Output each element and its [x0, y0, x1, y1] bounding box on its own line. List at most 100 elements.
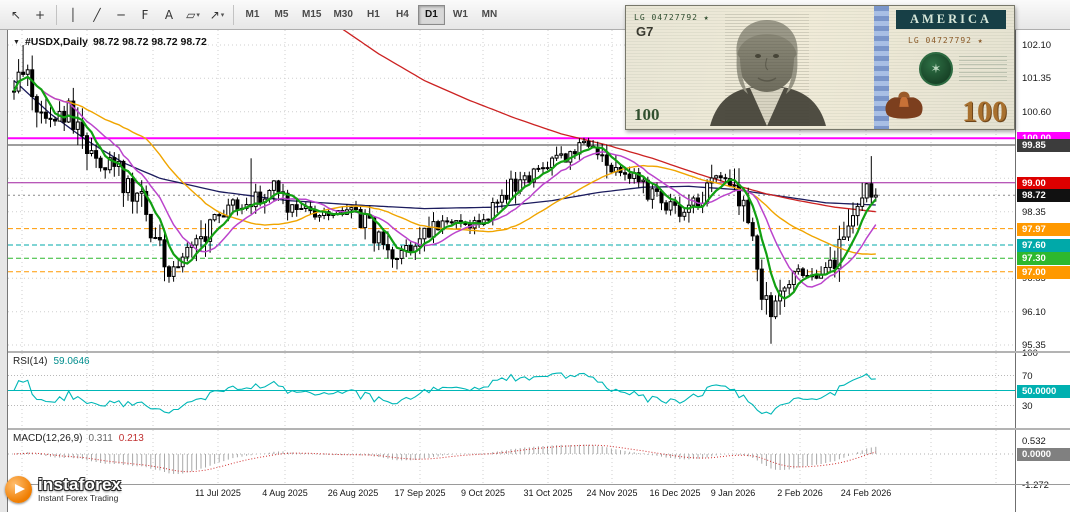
- date-label: 9 Jan 2026: [710, 488, 756, 498]
- price-tick: 100.60: [1022, 106, 1052, 118]
- date-label: 2 Feb 2026: [777, 488, 823, 498]
- rsi-name: RSI(14): [13, 356, 48, 367]
- panel-divider[interactable]: [8, 351, 1070, 353]
- tool-arrows-button[interactable]: ↗ ▾: [205, 4, 229, 26]
- crosshair-icon: +: [34, 7, 46, 22]
- ma-red-line: [342, 30, 876, 213]
- price-badge: 98.72: [1017, 189, 1070, 203]
- cursor-icon: ↖: [10, 7, 22, 22]
- price-tick: 102.10: [1022, 40, 1052, 51]
- watermark-text-block: instaforex Instant Forex Trading: [38, 474, 122, 503]
- toolbar-separator: [233, 4, 234, 25]
- timeframe-mn-button[interactable]: MN: [481, 9, 498, 20]
- tool-crosshair-button[interactable]: +: [28, 4, 52, 26]
- instaforex-watermark: instaforex Instant Forex Trading: [5, 476, 121, 503]
- price-badge: 97.60: [1017, 238, 1070, 252]
- watermark-tagline: Instant Forex Trading: [38, 492, 119, 503]
- date-label: 26 Aug 2025: [327, 488, 379, 498]
- text-icon: A: [164, 7, 174, 22]
- one-click-trading-icon[interactable]: ▼: [13, 38, 20, 46]
- watermark-brand: instaforex: [38, 474, 122, 494]
- price-badge: 99.85: [1017, 138, 1070, 152]
- vertical-line-icon: │: [69, 7, 77, 22]
- drawing-tools-group: ↖ + │ ╱ ─ F A ▱ ▾ ↗ ▾: [4, 4, 238, 26]
- rsi-panel[interactable]: [8, 353, 1015, 428]
- timeframes-group: M1 M5 M15 M30 H1 H4 D1 W1 MN: [238, 4, 504, 25]
- macd-histogram: [18, 444, 877, 474]
- timeframe-m5-button[interactable]: M5: [274, 9, 289, 20]
- price-tick: 95.35: [1022, 339, 1046, 351]
- rsi-canvas[interactable]: [8, 353, 1015, 428]
- arrows-icon: ↗: [209, 7, 220, 22]
- price-tick: 96.85: [1022, 273, 1046, 285]
- tool-text-button[interactable]: A: [157, 4, 181, 26]
- date-label: 31 Oct 2025: [523, 488, 573, 498]
- tool-cursor-button[interactable]: ↖: [4, 4, 28, 26]
- bill-serial-number-right: LG 04727792 ★: [908, 36, 984, 45]
- bill-denomination-large: 100: [962, 95, 1007, 128]
- rsi-tick: 30: [1022, 400, 1033, 412]
- price-badge: 97.30: [1017, 252, 1070, 266]
- rsi-tick: 70: [1022, 370, 1033, 382]
- timeframe-h4-button[interactable]: H4: [396, 9, 409, 20]
- date-label: 11 Jul 2025: [195, 488, 241, 498]
- date-label: 17 Sep 2025: [394, 488, 446, 498]
- tool-horizontal-line-button[interactable]: ─: [109, 4, 133, 26]
- date-label: 24 Feb 2026: [840, 488, 892, 498]
- timeframe-d1-button[interactable]: D1: [417, 4, 445, 25]
- macd-signal-value: 0.213: [118, 433, 144, 444]
- timeframe-w1-button[interactable]: W1: [452, 9, 468, 20]
- chevron-down-icon: ▾: [196, 10, 200, 19]
- tool-shapes-button[interactable]: ▱ ▾: [181, 4, 205, 26]
- symbol-name: #USDX,Daily: [24, 36, 88, 48]
- bill-denomination-small: 100: [634, 105, 660, 124]
- price-badge: 97.97: [1017, 222, 1070, 236]
- bill-plate-id: G7: [636, 24, 654, 39]
- instaforex-logo-icon: [5, 476, 32, 503]
- date-label: 9 Oct 2025: [460, 488, 506, 498]
- date-label: 16 Dec 2025: [649, 488, 701, 498]
- macd-main-value: 0.311: [88, 433, 113, 444]
- bill-security-ribbon: [874, 6, 889, 129]
- inkwell-bell-icon: [881, 86, 927, 122]
- tool-fibonacci-button[interactable]: F: [133, 4, 157, 26]
- dollar-bill-image: LG 04727792 ★ G7 AMERICA: [625, 5, 1015, 130]
- macd-name: MACD(12,26,9): [13, 433, 83, 444]
- rsi-tick: 100: [1022, 348, 1038, 359]
- timeframe-h1-button[interactable]: H1: [367, 9, 380, 20]
- timeframe-m30-button[interactable]: M30: [333, 9, 353, 20]
- macd-tick: -1.272: [1022, 479, 1049, 491]
- rsi-level-badge: 50.0000: [1017, 384, 1070, 398]
- price-tick: 101.35: [1022, 73, 1052, 85]
- shapes-icon: ▱: [186, 7, 196, 22]
- window-left-edge: [0, 30, 8, 512]
- treasury-seal-icon: [919, 52, 953, 86]
- symbol-ohlc: 98.72 98.72 98.72 98.72: [92, 36, 207, 48]
- rsi-line: [13, 372, 876, 415]
- trendline-icon: ╱: [93, 7, 101, 22]
- macd-panel[interactable]: [8, 430, 1015, 484]
- macd-tick: 0.532: [1022, 436, 1046, 448]
- timeframe-m15-button[interactable]: M15: [302, 9, 322, 20]
- tool-vertical-line-button[interactable]: │: [61, 4, 85, 26]
- fibonacci-icon: F: [141, 7, 149, 22]
- ma-green-line: [13, 75, 877, 300]
- bill-serial-number: LG 04727792 ★: [634, 13, 710, 22]
- price-badge: 97.00: [1017, 265, 1070, 279]
- price-tick: 96.10: [1022, 306, 1046, 318]
- price-scale[interactable]: 102.10 101.35 100.60 98.35 96.85 96.10 95.3510…: [1015, 30, 1070, 512]
- tool-trendline-button[interactable]: ╱: [85, 4, 109, 26]
- time-axis[interactable]: 11 Jul 2025 4 Aug 2025 26 Aug 2025 17 Sep 2…: [8, 485, 1015, 512]
- timeframe-m1-button[interactable]: M1: [245, 9, 260, 20]
- macd-canvas[interactable]: [8, 430, 1015, 484]
- main-chart-canvas[interactable]: [8, 30, 1015, 351]
- toolbar-separator: [56, 4, 57, 25]
- price-tick: 98.35: [1022, 206, 1046, 218]
- panel-divider[interactable]: [8, 428, 1070, 430]
- macd-label: MACD(12,26,9) 0.311 0.213: [13, 433, 144, 444]
- chevron-down-icon: ▾: [220, 10, 225, 19]
- horizontal-line-icon: ─: [117, 7, 125, 22]
- ma-violet-line: [13, 76, 877, 288]
- macd-signal-line: [13, 444, 876, 473]
